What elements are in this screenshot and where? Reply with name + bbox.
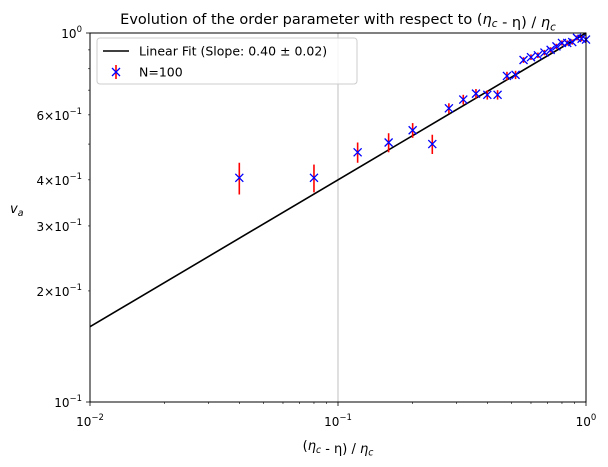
data-point [471, 89, 481, 99]
data-point [427, 134, 437, 154]
legend-fit-label: Linear Fit (Slope: 0.40 ± 0.02) [139, 44, 327, 59]
data-point [519, 55, 529, 65]
x-marker [458, 95, 468, 105]
x-marker [444, 103, 454, 113]
data-point [526, 52, 536, 62]
y-tick-label: 10−1 [54, 394, 82, 410]
legend: Linear Fit (Slope: 0.40 ± 0.02) N=100 [96, 37, 358, 85]
legend-box [96, 37, 358, 85]
data-point [533, 50, 543, 60]
data-point [493, 90, 503, 100]
x-marker [533, 50, 543, 60]
data-point [309, 164, 319, 193]
x-marker [526, 52, 536, 62]
x-marker [471, 89, 481, 99]
plot-area: 10−2 10−1 100 10−1 100 2×10−1 3×10−1 4×10−1 6×10… [36, 25, 596, 429]
data-point [502, 71, 512, 81]
x-marker [540, 48, 549, 58]
x-marker [502, 71, 512, 81]
legend-scatter-label: N=100 [139, 65, 183, 80]
legend-marker-swatch [111, 67, 121, 77]
x-marker [511, 70, 521, 80]
x-marker [384, 138, 394, 147]
fit-line [89, 32, 587, 328]
axes-frame [89, 32, 587, 403]
x-marker [427, 139, 437, 149]
x-marker [546, 45, 556, 55]
x-marker [551, 41, 561, 51]
x-marker [408, 125, 418, 135]
x-marker [519, 55, 529, 65]
data-point [511, 70, 521, 80]
data-point [408, 123, 418, 138]
x-tick-label: 100 [576, 413, 597, 429]
x-marker [353, 147, 363, 157]
data-point [546, 45, 556, 55]
data-point [444, 103, 454, 114]
data-point [234, 162, 244, 195]
data-point [458, 94, 468, 105]
y-tick-label: 2×10−1 [36, 283, 82, 299]
chart-title: Evolution of the order parameter with re… [120, 12, 556, 33]
x-marker [493, 90, 503, 100]
x-marker [482, 90, 492, 100]
data-point [551, 41, 561, 51]
x-tick-label: 10−2 [76, 413, 104, 429]
y-tick-label: 3×10−1 [36, 218, 82, 234]
data-point [482, 90, 492, 100]
x-tick-label: 10−1 [324, 413, 352, 429]
y-tick-label: 6×10−1 [36, 107, 82, 123]
y-axis-label: va [10, 202, 24, 219]
y-tick-label: 100 [61, 25, 82, 41]
x-axis-label: (ηc - η) / ηc [303, 439, 375, 459]
data-point [384, 133, 394, 153]
y-tick-label: 4×10−1 [36, 172, 82, 188]
data-point [353, 142, 363, 163]
x-marker [234, 173, 244, 183]
x-marker [309, 173, 319, 183]
data-point [540, 48, 549, 58]
